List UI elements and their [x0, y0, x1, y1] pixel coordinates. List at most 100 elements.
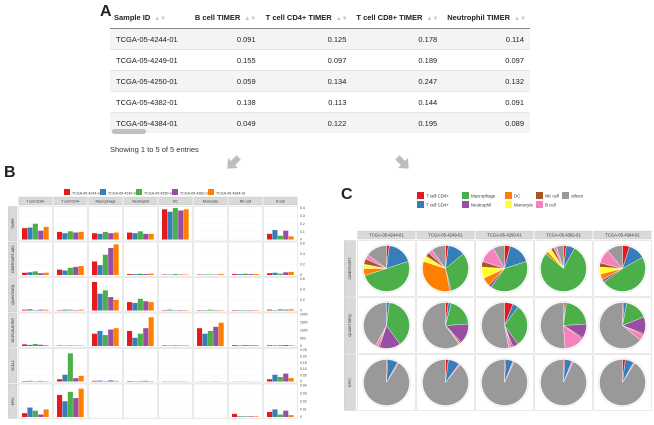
- y-tick-label: 0.25: [300, 348, 307, 352]
- legend-swatch: [462, 192, 469, 199]
- legend-label: TCGA-05-4244-01: [72, 192, 102, 196]
- legend-label: DC: [514, 194, 520, 199]
- legend-swatch: [505, 201, 512, 208]
- cell-value: 0.138: [191, 92, 262, 113]
- cell-value: 0.155: [191, 50, 262, 71]
- bar: [97, 265, 102, 275]
- bar: [108, 233, 113, 239]
- bar: [278, 236, 283, 240]
- y-tick-label: 0.02: [300, 399, 307, 403]
- bar: [68, 345, 73, 346]
- column-header-neutrophil[interactable]: Neutrophil TIMER▲▼: [443, 6, 530, 29]
- bar: [283, 345, 288, 346]
- pie-slice: [482, 360, 528, 406]
- bar: [38, 310, 43, 311]
- facet-row-label: MCPCOUNTER: [11, 318, 15, 343]
- bar: [127, 274, 132, 275]
- facet-cell: [194, 349, 228, 384]
- legend-swatch: [100, 189, 106, 195]
- bar: [33, 224, 38, 240]
- y-tick-label: 0.2: [300, 263, 305, 267]
- cell-value: 0.132: [443, 71, 530, 92]
- legend-label: others: [571, 194, 584, 199]
- bar: [162, 345, 167, 346]
- bar: [143, 234, 148, 240]
- facet-cell: [229, 278, 263, 313]
- bar: [27, 272, 32, 275]
- facet-column-label: TCGA-05-4250-01: [487, 233, 522, 238]
- bar: [92, 334, 97, 346]
- bar: [138, 381, 143, 382]
- cell-value: 0.134: [262, 71, 353, 92]
- bar: [278, 309, 283, 310]
- bar: [79, 310, 84, 311]
- column-header-t-cell-cd8[interactable]: T cell CD8+ TIMER▲▼: [352, 6, 443, 29]
- bar: [108, 380, 113, 381]
- panel-c-svg: T cell CD8+T cell CD4+MacrophageNeutroph…: [344, 190, 652, 412]
- bar: [44, 273, 49, 275]
- bar: [237, 274, 242, 275]
- legend-swatch: [417, 192, 424, 199]
- scrollbar-thumb[interactable]: [112, 129, 146, 134]
- bar: [33, 271, 38, 275]
- bar: [267, 234, 272, 240]
- bar: [57, 232, 62, 240]
- bar: [278, 377, 283, 382]
- bar: [38, 273, 43, 275]
- table-header-row: Sample ID▲▼ B cell TIMER▲▼ T cell CD4+ T…: [110, 6, 530, 29]
- legend-swatch: [417, 201, 424, 208]
- bar: [62, 233, 67, 239]
- bar: [248, 345, 253, 346]
- facet-cell: [229, 242, 263, 277]
- column-header-b-cell[interactable]: B cell TIMER▲▼: [191, 6, 262, 29]
- bar: [103, 232, 108, 240]
- cell-value: 0.091: [443, 92, 530, 113]
- bar: [127, 331, 132, 346]
- bar: [97, 234, 102, 240]
- bar: [283, 272, 288, 275]
- table-row: TCGA-05-4382-01 0.138 0.113 0.144 0.091: [110, 92, 530, 113]
- cell-value: 0.125: [262, 29, 353, 50]
- y-tick-label: 0.04: [300, 384, 307, 388]
- facet-row-label: CIBERSORT-ABS: [11, 245, 15, 273]
- cell-value: 0.114: [443, 29, 530, 50]
- bar: [92, 262, 97, 276]
- bar: [248, 274, 253, 275]
- bar: [272, 409, 277, 417]
- bar: [232, 414, 237, 417]
- y-tick-label: 0.4: [300, 288, 305, 292]
- legend-label: T cell CD4+: [426, 203, 449, 208]
- bar: [44, 310, 49, 311]
- bar: [237, 345, 242, 346]
- bar: [44, 227, 49, 240]
- bar: [68, 268, 73, 275]
- cell-value: 0.097: [443, 50, 530, 71]
- bar: [219, 323, 224, 346]
- bar: [197, 328, 202, 346]
- sort-icon: ▲▼: [426, 16, 438, 22]
- facet-column-label: NK cell: [240, 199, 252, 203]
- pie-slice: [541, 360, 587, 406]
- bar: [272, 230, 277, 239]
- bar: [73, 378, 78, 381]
- bar: [254, 345, 259, 346]
- bar: [278, 414, 283, 417]
- bar: [132, 338, 137, 346]
- column-header-t-cell-cd4[interactable]: T cell CD4+ TIMER▲▼: [262, 6, 353, 29]
- bar: [132, 303, 137, 311]
- column-header-sample-id[interactable]: Sample ID▲▼: [110, 6, 191, 29]
- bar: [79, 232, 84, 240]
- legend-swatch: [172, 189, 178, 195]
- horizontal-scrollbar[interactable]: [112, 129, 532, 134]
- bar: [114, 233, 119, 240]
- bar: [68, 353, 73, 381]
- pie-slice: [423, 360, 469, 406]
- facet-column-label: T cell CD8+: [26, 199, 45, 203]
- pie-slice: [600, 360, 646, 406]
- facet-cell: [194, 278, 228, 313]
- bar: [38, 414, 43, 417]
- legend-label: Neutrophil: [471, 203, 491, 208]
- legend-swatch: [462, 201, 469, 208]
- y-tick-label: 0.4: [300, 206, 305, 210]
